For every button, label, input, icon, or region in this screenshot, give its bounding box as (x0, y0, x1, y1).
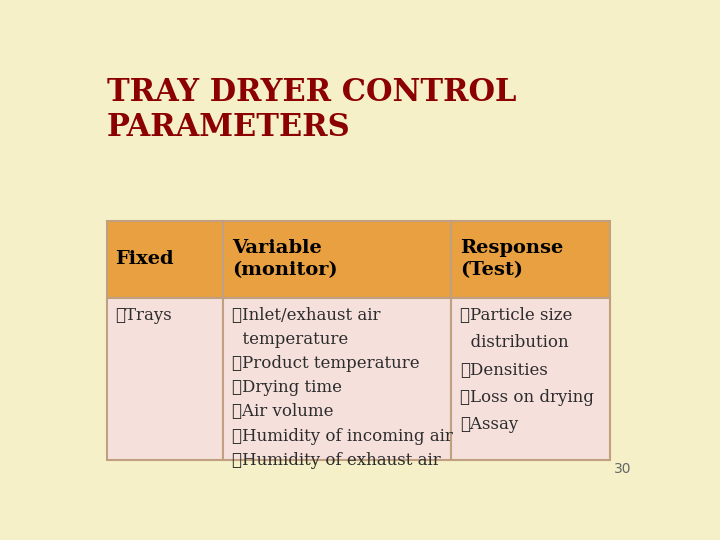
Text: ➤Trays: ➤Trays (115, 307, 172, 324)
Text: ➤Inlet/exhaust air
  temperature
➤Product temperature
➤Drying time
➤Air volume
➤: ➤Inlet/exhaust air temperature ➤Product … (232, 307, 453, 469)
Text: Variable
(monitor): Variable (monitor) (232, 239, 338, 279)
Bar (107, 298, 223, 460)
Bar (451, 221, 611, 298)
Text: Fixed: Fixed (115, 250, 174, 268)
Bar (223, 221, 451, 298)
Text: TRAY DRYER CONTROL
PARAMETERS: TRAY DRYER CONTROL PARAMETERS (107, 77, 516, 143)
Text: 30: 30 (613, 462, 631, 476)
Text: Response
(Test): Response (Test) (459, 239, 563, 279)
Text: ➤Particle size
  distribution
➤Densities
➤Loss on drying
➤Assay: ➤Particle size distribution ➤Densities ➤… (459, 307, 593, 434)
Bar (107, 221, 223, 298)
Bar (223, 298, 451, 460)
Bar (451, 298, 611, 460)
